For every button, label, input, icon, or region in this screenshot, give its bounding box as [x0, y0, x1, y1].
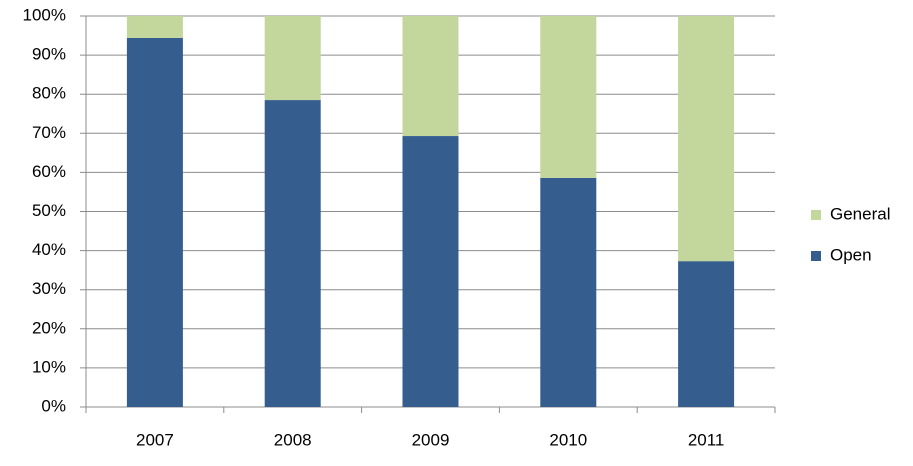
y-tick-label: 90%: [32, 45, 66, 64]
y-tick-label: 50%: [32, 201, 66, 220]
x-tick-label: 2009: [412, 430, 450, 449]
bar-segment: [678, 16, 735, 262]
bar-segment: [126, 16, 183, 38]
x-tick-label: 2010: [549, 430, 587, 449]
bar-segment: [264, 16, 321, 101]
y-tick-label: 0%: [41, 396, 66, 415]
y-tick-label: 30%: [32, 279, 66, 298]
x-tick-label: 2008: [274, 430, 312, 449]
legend-swatch: [811, 251, 821, 261]
legend-label: Open: [830, 245, 872, 264]
x-tick-label: 2007: [136, 430, 174, 449]
legend-label: General: [830, 204, 890, 223]
y-tick-label: 10%: [32, 357, 66, 376]
y-tick-label: 100%: [23, 5, 66, 24]
bar-segment: [678, 261, 735, 407]
bar-segment: [402, 136, 459, 408]
bar-segment: [402, 16, 459, 137]
y-tick-label: 20%: [32, 318, 66, 337]
bar-segment: [540, 177, 597, 407]
bar-segment: [540, 16, 597, 178]
y-tick-label: 60%: [32, 162, 66, 181]
bar-segment: [264, 100, 321, 407]
y-tick-label: 80%: [32, 84, 66, 103]
x-tick-label: 2011: [688, 430, 725, 449]
bar-segment: [126, 37, 183, 408]
legend-swatch: [811, 210, 821, 220]
y-tick-label: 70%: [32, 123, 66, 142]
y-tick-label: 40%: [32, 240, 66, 259]
